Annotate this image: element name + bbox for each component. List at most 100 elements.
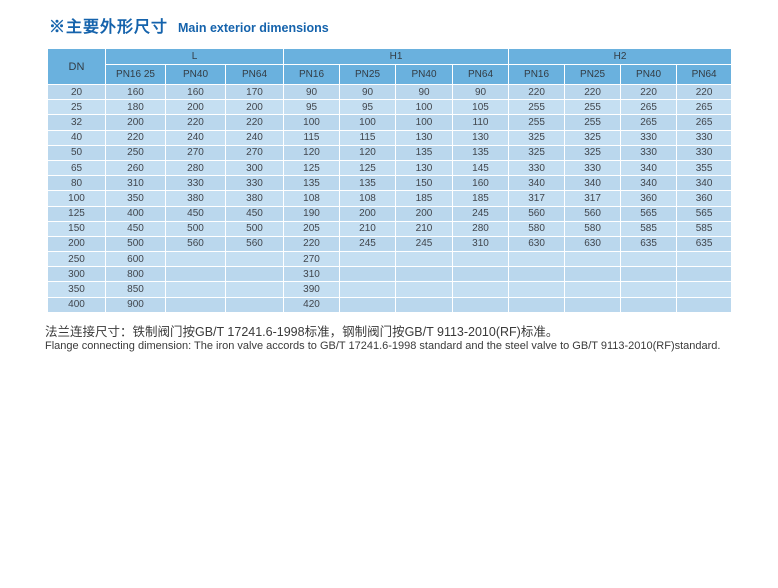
dimension-cell: 340 (508, 175, 566, 192)
dimension-cell: 565 (620, 205, 678, 222)
dn-cell: 250 (47, 251, 106, 268)
dimension-cell: 185 (395, 190, 453, 207)
dimension-cell: 160 (165, 83, 226, 101)
dimension-cell: 330 (564, 159, 622, 177)
footnote-zh: 法兰连接尺寸：铁制阀门按GB/T 17241.6-1998标准，钢制阀门按GB/… (45, 325, 559, 339)
dimension-cell (676, 266, 733, 283)
dimension-cell (564, 266, 622, 283)
dimension-cell: 300 (225, 159, 284, 177)
sub-header-cell: PN16 25 (105, 64, 166, 85)
dimension-cell: 200 (165, 99, 226, 116)
table-row: 40 220 240 240 115 115 130 130 325 325 330 330 (47, 129, 733, 146)
dimension-cell: 310 (105, 175, 166, 192)
dn-cell: 20 (47, 83, 106, 101)
dimension-cell (508, 296, 566, 313)
table-row: 32 200 220 220 100 100 100 110 255 255 265 265 (47, 114, 733, 131)
dimension-cell: 450 (105, 220, 166, 237)
dimension-cell (508, 281, 566, 298)
dimension-cell: 90 (339, 83, 396, 101)
dimension-cell (225, 296, 284, 313)
dimension-cell (225, 251, 284, 268)
dimension-cell: 95 (283, 99, 340, 116)
dimension-cell (451, 281, 510, 298)
dimension-cell: 255 (508, 99, 566, 116)
dimensions-table: DN L H1 H2 PN16 25 PN40 PN64 PN16 PN25 P… (47, 48, 733, 313)
dimension-cell: 108 (339, 190, 396, 207)
dimension-cell: 115 (283, 129, 340, 146)
dimension-cell: 325 (508, 129, 566, 146)
table-row: 50 250 270 270 120 120 135 135 325 325 330 330 (47, 144, 733, 161)
dimension-cell (564, 251, 622, 268)
dimension-cell: 135 (395, 144, 453, 161)
dimension-cell: 220 (564, 83, 622, 101)
table-group-header-row: DN L H1 H2 (47, 48, 733, 85)
dimension-cell (339, 281, 396, 298)
section-title-en: Main exterior dimensions (178, 21, 329, 35)
table-row: 20 160 160 170 90 90 90 90 220 220 220 220 (47, 83, 733, 101)
dimension-cell (165, 296, 226, 313)
group-header-L: L (105, 48, 284, 65)
dn-cell: 350 (47, 281, 106, 298)
table-row: 250 600 270 (47, 251, 733, 268)
dimension-cell (564, 296, 622, 313)
dimension-cell: 190 (283, 205, 340, 222)
dimension-cell: 270 (225, 144, 284, 161)
dimension-cell: 317 (508, 190, 566, 207)
dimension-cell: 255 (564, 114, 622, 131)
dn-cell: 80 (47, 175, 106, 192)
dimension-cell (225, 281, 284, 298)
dimension-cell: 120 (283, 144, 340, 161)
dimension-cell: 500 (165, 220, 226, 237)
dimension-cell: 240 (225, 129, 284, 146)
dimension-cell: 100 (395, 99, 453, 116)
dimension-cell: 130 (395, 159, 453, 177)
dimension-cell (620, 281, 678, 298)
dimension-cell: 255 (508, 114, 566, 131)
dimension-cell (451, 266, 510, 283)
dn-header-cell: DN (47, 48, 106, 85)
dimension-cell: 210 (339, 220, 396, 237)
dimension-cell: 800 (105, 266, 166, 283)
dimension-cell: 585 (676, 220, 733, 237)
table-row: 300 800 310 (47, 266, 733, 283)
dimension-cell (451, 251, 510, 268)
dimension-cell: 160 (105, 83, 166, 101)
dimension-cell: 380 (165, 190, 226, 207)
table-row: 400 900 420 (47, 296, 733, 313)
table-sub-header-row: PN16 25 PN40 PN64 PN16 PN25 PN40 PN64 PN… (48, 64, 733, 85)
dimension-cell: 400 (105, 205, 166, 222)
dimension-cell: 200 (225, 99, 284, 116)
dimension-cell: 180 (105, 99, 166, 116)
dimension-cell: 325 (508, 144, 566, 161)
dimension-cell: 220 (508, 83, 566, 101)
dimension-cell: 105 (451, 99, 510, 116)
dimension-cell: 265 (620, 99, 678, 116)
dimension-cell: 130 (451, 129, 510, 146)
dimension-cell (508, 266, 566, 283)
dimension-cell: 100 (339, 114, 396, 131)
dimension-cell: 580 (508, 220, 566, 237)
dimension-cell (508, 251, 566, 268)
dimension-cell: 360 (676, 190, 733, 207)
dimension-cell: 220 (283, 235, 340, 253)
sub-header-cell: PN64 (676, 64, 733, 85)
sub-header-cell: PN40 (165, 64, 226, 85)
dimension-cell: 170 (225, 83, 284, 101)
sub-header-cell: PN16 (508, 64, 566, 85)
dimension-cell: 240 (165, 129, 226, 146)
dimension-cell: 560 (564, 205, 622, 222)
dimension-cell: 90 (283, 83, 340, 101)
dimension-cell: 90 (451, 83, 510, 101)
dimension-cell (395, 296, 453, 313)
dimension-cell: 560 (165, 235, 226, 253)
dimension-cell: 630 (564, 235, 622, 253)
dimension-cell: 245 (395, 235, 453, 253)
dimension-cell: 110 (451, 114, 510, 131)
dimension-cell (676, 296, 733, 313)
dimension-cell (620, 266, 678, 283)
dimension-cell: 100 (283, 114, 340, 131)
dn-cell: 25 (47, 99, 106, 116)
table-header: DN L H1 H2 PN16 25 PN40 PN64 PN16 PN25 P… (47, 48, 733, 85)
dimension-cell: 600 (105, 251, 166, 268)
